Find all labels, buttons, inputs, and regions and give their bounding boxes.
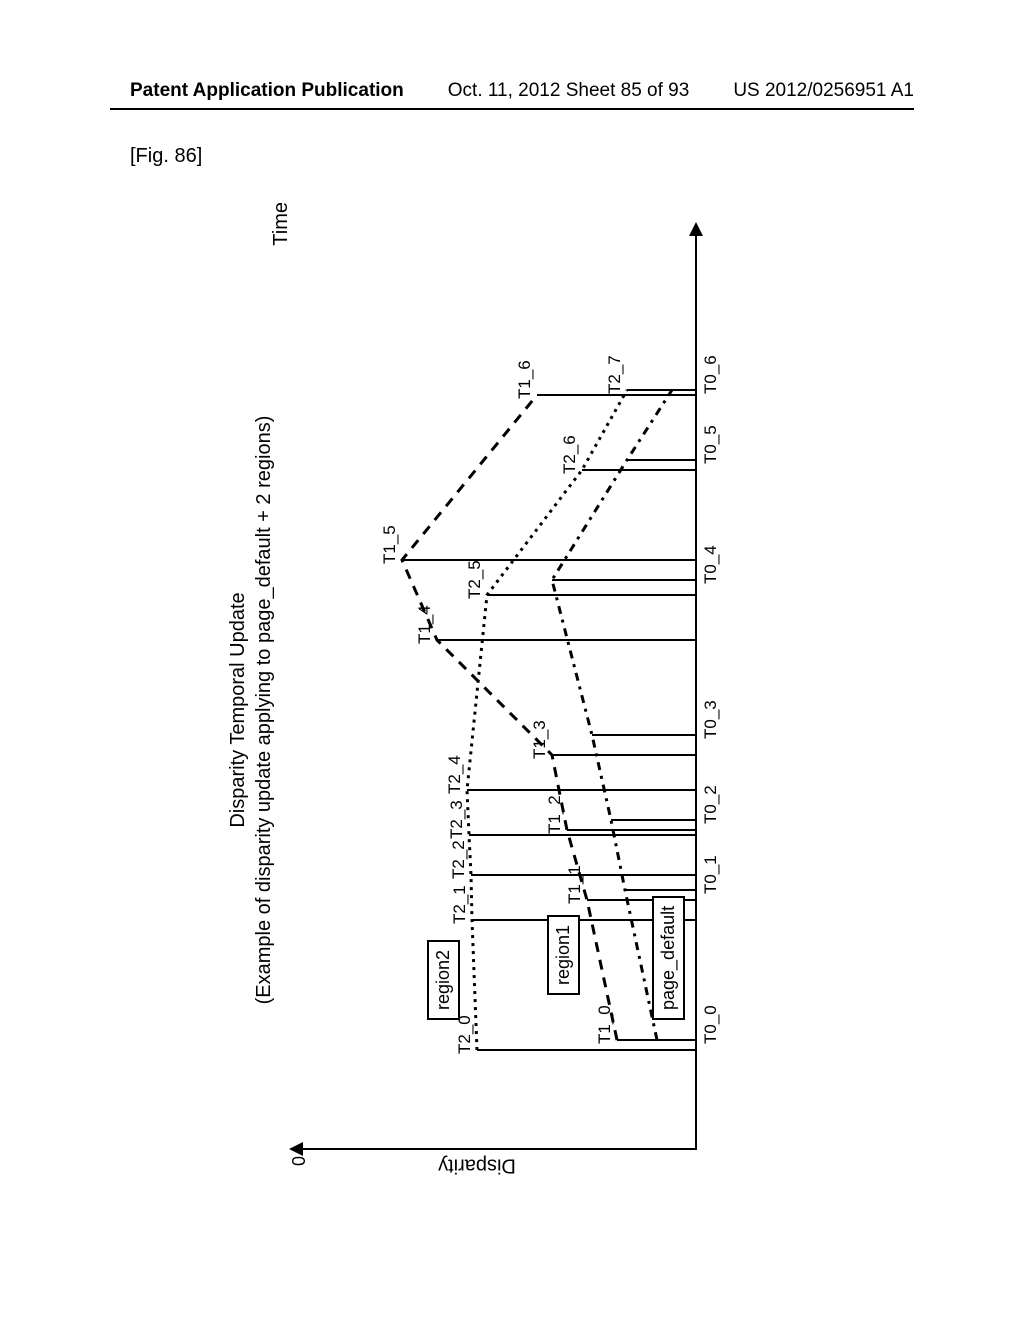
figure-label: [Fig. 86] bbox=[130, 145, 202, 168]
tick-label: T1_2 bbox=[545, 795, 565, 834]
plot-area: Time T0_0T0_1T0_2T0_3T0_4T0_5T0_6T1_0T1_… bbox=[297, 250, 697, 1150]
tick-label: T1_6 bbox=[515, 360, 535, 399]
legend-box: region2 bbox=[427, 940, 460, 1020]
chart-title-line1: Disparity Temporal Update bbox=[227, 210, 250, 1210]
x-axis-arrow-icon bbox=[689, 222, 703, 236]
tick-label: T0_2 bbox=[701, 785, 721, 824]
page-header: Patent Application Publication Oct. 11, … bbox=[0, 80, 1024, 102]
header-center: Oct. 11, 2012 Sheet 85 of 93 bbox=[448, 80, 690, 102]
chart-container: Disparity Temporal Update (Example of di… bbox=[277, 210, 747, 1210]
header-left: Patent Application Publication bbox=[130, 80, 404, 102]
tick-label: T1_3 bbox=[530, 720, 550, 759]
tick-label: T0_5 bbox=[701, 425, 721, 464]
tick-label: T2_5 bbox=[465, 560, 485, 599]
x-axis-label: Time bbox=[270, 202, 293, 246]
tick-label: T0_0 bbox=[701, 1005, 721, 1044]
tick-label: T0_1 bbox=[701, 855, 721, 894]
legend-box: region1 bbox=[547, 915, 580, 995]
tick-label: T2_7 bbox=[605, 355, 625, 394]
chart: Disparity Temporal Update (Example of di… bbox=[277, 210, 747, 1210]
tick-label: T0_3 bbox=[701, 700, 721, 739]
y-axis-label: Disparity bbox=[438, 1154, 516, 1177]
chart-title-line2: (Example of disparity update applying to… bbox=[253, 210, 276, 1210]
tick-label: T0_4 bbox=[701, 545, 721, 584]
chart-svg bbox=[297, 250, 697, 1150]
tick-label: T1_1 bbox=[565, 865, 585, 904]
tick-label: T2_0 bbox=[455, 1015, 475, 1054]
tick-label: T1_5 bbox=[380, 525, 400, 564]
origin-label: 0 bbox=[289, 1156, 310, 1166]
header-right: US 2012/0256951 A1 bbox=[733, 80, 914, 102]
legend-box: page_default bbox=[652, 896, 685, 1020]
tick-label: T1_0 bbox=[595, 1005, 615, 1044]
tick-label: T2_3 bbox=[447, 800, 467, 839]
tick-label: T2_4 bbox=[445, 755, 465, 794]
tick-label: T2_6 bbox=[560, 435, 580, 474]
tick-label: T1_4 bbox=[415, 605, 435, 644]
tick-label: T0_6 bbox=[701, 355, 721, 394]
tick-label: T2_2 bbox=[449, 840, 469, 879]
header-rule bbox=[110, 108, 914, 110]
tick-label: T2_1 bbox=[450, 885, 470, 924]
